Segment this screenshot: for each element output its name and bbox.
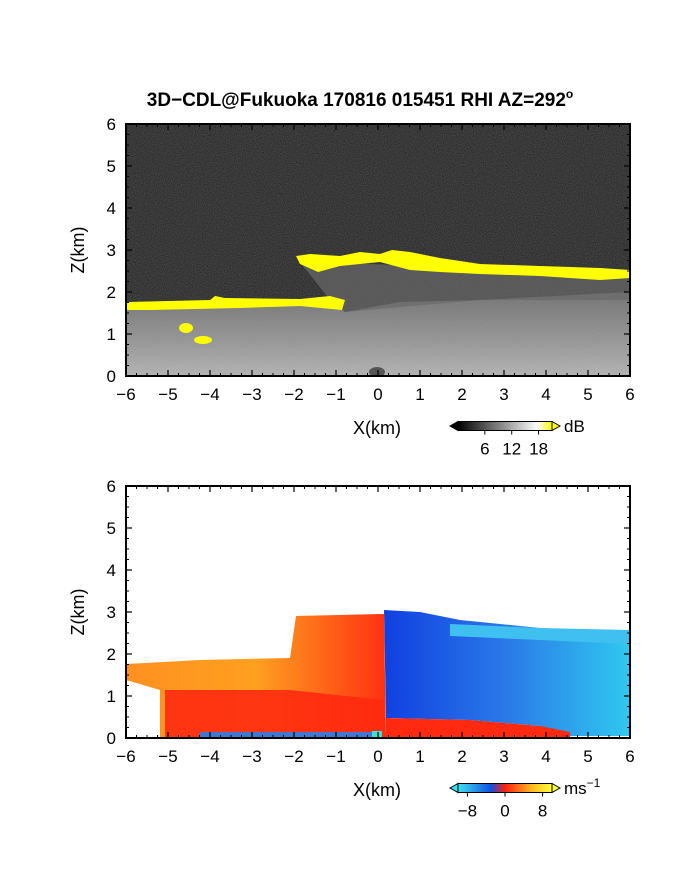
y-axis-label: Z(km) (68, 589, 88, 636)
velocity-panel: −6 −5 −4 −3 −2 −1 0 1 2 3 4 5 6 0 1 2 3 4 5 6 X(km) Z(km) −8 0 8… (68, 477, 635, 821)
x-tick-label: 3 (499, 385, 508, 404)
x-tick-label: −3 (242, 747, 261, 766)
x-axis-label: X(km) (353, 780, 401, 800)
x-tick-label: 0 (373, 747, 382, 766)
colorbar (457, 783, 553, 793)
colorbar-unit: ms−1 (564, 776, 601, 798)
colorbar-tick-label: 18 (529, 440, 548, 459)
cloud-base-layer (126, 296, 345, 310)
isolated-echo (179, 323, 193, 333)
colorbar-min-arrow (448, 782, 459, 794)
negative-velocity-region (384, 610, 630, 736)
colorbar-tick-label: −8 (458, 802, 477, 821)
y-tick-label: 2 (107, 645, 116, 664)
colorbar-tick-label: 8 (538, 802, 547, 821)
colorbar-max-arrow (551, 420, 562, 432)
y-tick-label: 5 (107, 519, 116, 538)
y-tick-label: 2 (107, 283, 116, 302)
x-tick-label: 0 (373, 385, 382, 404)
y-tick-label: 5 (107, 157, 116, 176)
near-range-velocity (372, 731, 382, 738)
x-tick-label: −2 (284, 747, 303, 766)
x-axis-label: X(km) (353, 418, 401, 438)
y-tick-label: 0 (107, 367, 116, 386)
x-tick-label: −6 (116, 747, 135, 766)
colorbar-tick-label: 0 (500, 802, 509, 821)
colorbar-tick-label: 12 (502, 440, 521, 459)
y-tick-label: 0 (107, 729, 116, 748)
echo-body (126, 292, 630, 376)
positive-velocity-core (165, 690, 386, 738)
x-tick-label: −1 (326, 747, 345, 766)
colorbar-max-arrow (551, 782, 562, 794)
y-tick-label: 3 (107, 241, 116, 260)
reflectivity-field (126, 124, 630, 376)
chart-title: 3D−CDL@Fukuoka 170816 015451 RHI AZ=292o (147, 87, 574, 111)
x-tick-label: 4 (541, 385, 550, 404)
x-tick-label: 5 (583, 385, 592, 404)
title-superscript: o (566, 87, 573, 101)
title-text: 3D−CDL@Fukuoka 170816 015451 RHI AZ=292 (147, 90, 566, 111)
y-tick-label: 6 (107, 115, 116, 134)
x-tick-label: −4 (200, 385, 219, 404)
colorbar-tick-label: 6 (480, 440, 489, 459)
x-tick-label: −6 (116, 385, 135, 404)
x-tick-label: 6 (625, 385, 634, 404)
velocity-axes: −6 −5 −4 −3 −2 −1 0 1 2 3 4 5 6 0 1 2 3 4 5 6 X(km) Z(km) −8 0 8… (68, 477, 635, 821)
near-range-echo (369, 367, 385, 376)
colorbar-unit: dB (564, 417, 585, 436)
colorbar-min-arrow (448, 420, 459, 432)
x-tick-label: 5 (583, 747, 592, 766)
x-tick-label: −5 (158, 747, 177, 766)
y-tick-label: 4 (107, 199, 116, 218)
colorbar (457, 421, 553, 431)
x-tick-label: −2 (284, 385, 303, 404)
x-tick-label: −1 (326, 385, 345, 404)
x-tick-label: 2 (457, 385, 466, 404)
surface-negative-strip (200, 732, 372, 738)
y-tick-label: 6 (107, 477, 116, 496)
x-tick-label: 3 (499, 747, 508, 766)
colorbar-unit-superscript: −1 (587, 776, 601, 790)
isolated-echo (194, 336, 212, 344)
negative-velocity-upper-layer (450, 624, 630, 644)
x-tick-label: −5 (158, 385, 177, 404)
x-tick-label: 6 (625, 747, 634, 766)
velocity-field (126, 486, 630, 738)
x-tick-label: −4 (200, 747, 219, 766)
x-tick-label: 1 (415, 385, 424, 404)
y-tick-label: 3 (107, 603, 116, 622)
x-tick-label: 2 (457, 747, 466, 766)
positive-velocity-lower-tongue (386, 718, 570, 738)
y-axis-label: Z(km) (68, 227, 88, 274)
cloud-top-layer (296, 250, 630, 280)
x-tick-label: 1 (415, 747, 424, 766)
x-tick-label: −3 (242, 385, 261, 404)
y-tick-label: 1 (107, 325, 116, 344)
x-tick-label: 4 (541, 747, 550, 766)
y-tick-label: 1 (107, 687, 116, 706)
y-tick-label: 4 (107, 561, 116, 580)
